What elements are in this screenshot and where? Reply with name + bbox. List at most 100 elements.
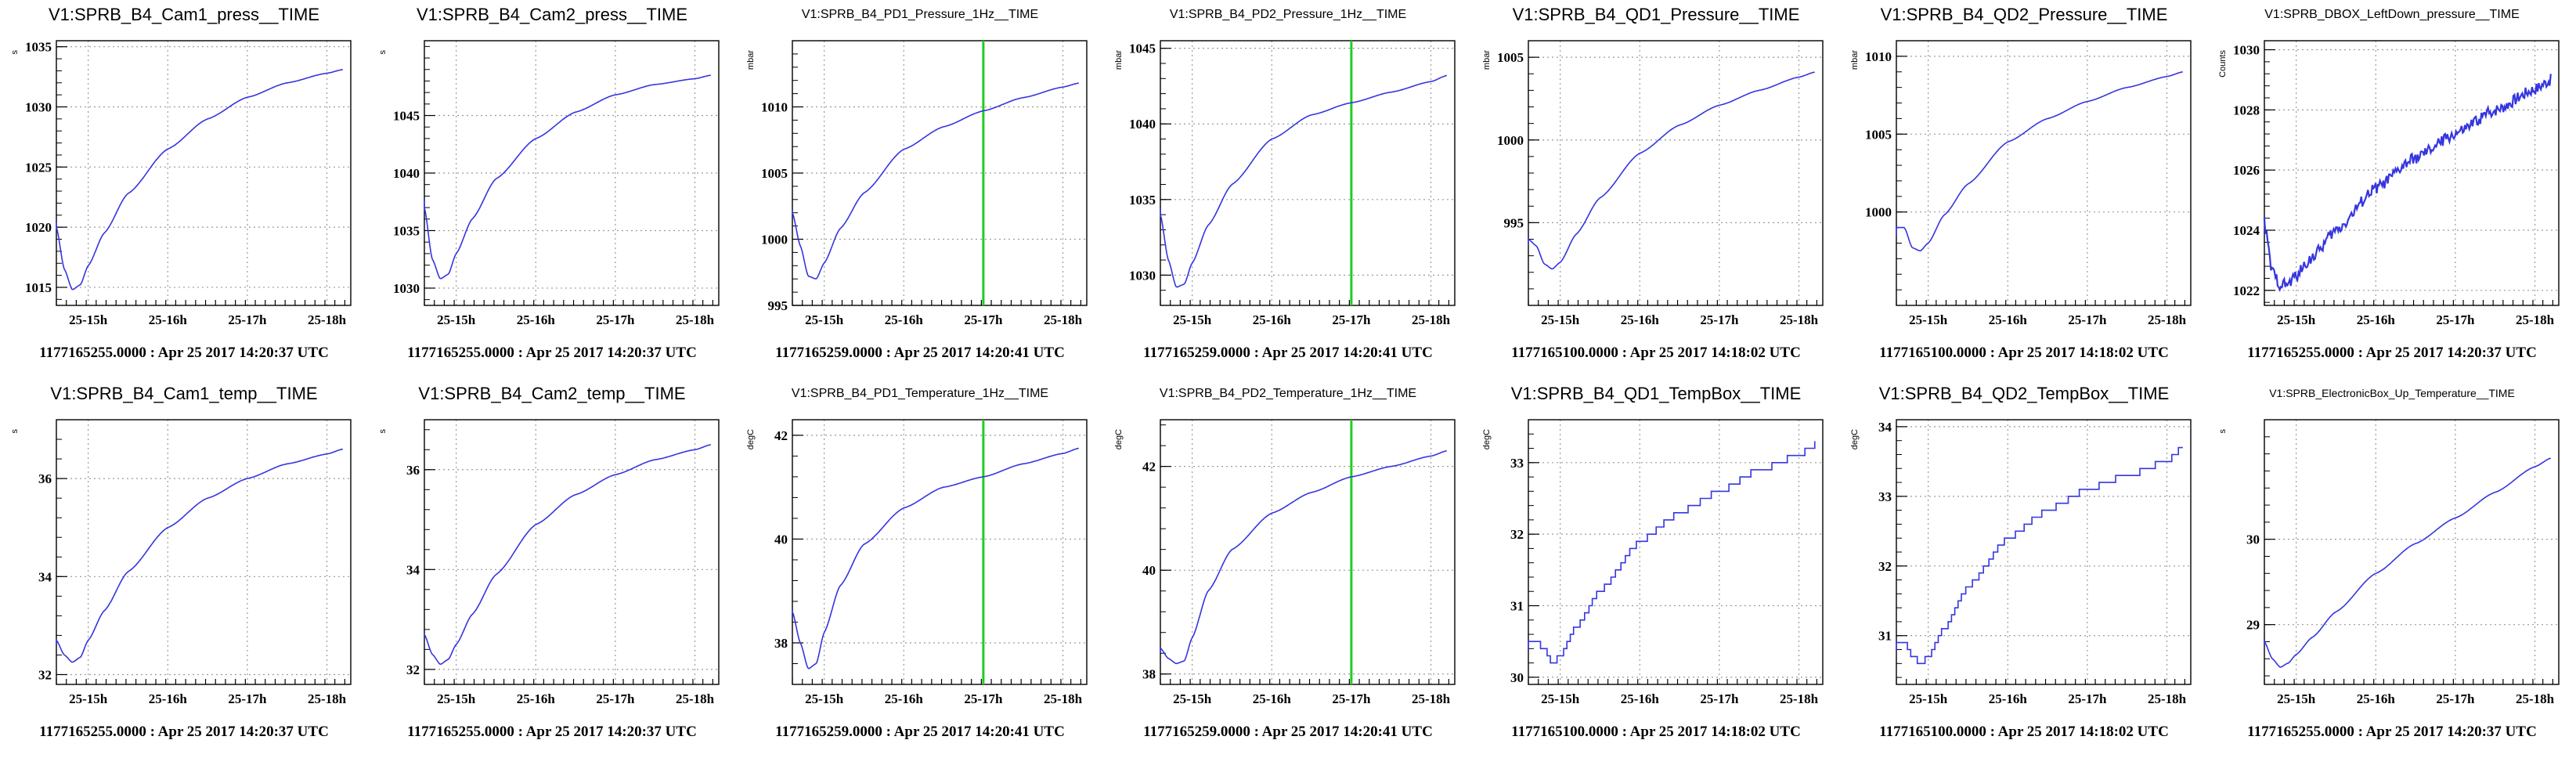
x-tick-label: 25-15h [1909,691,1948,706]
series-line [1160,450,1447,665]
y-tick-label: 1035 [1129,193,1156,208]
x-tick-label: 25-17h [1700,312,1739,327]
y-axis-label: s [10,50,20,55]
y-tick-label: 1025 [25,160,52,175]
y-tick-label: 1022 [2233,283,2260,298]
y-tick-label: 1000 [1865,205,1892,220]
x-tick-label: 25-16h [1989,312,2028,327]
chart-title: V1:SPRB_B4_QD2_Pressure__TIME [1880,5,2168,24]
x-tick-label: 25-18h [2516,312,2555,327]
x-tick-label: 25-15h [805,312,844,327]
chart-svg: 25-15h 25-16h 25-17h 25-18h 1022 1024 1026 1028… [2218,40,2560,327]
x-tick-label: 25-16h [149,312,188,327]
plot-frame [2264,419,2560,685]
x-tick-label: 25-16h [885,312,924,327]
x-tick-label: 25-17h [228,691,267,706]
x-tick-label: 25-16h [885,691,924,706]
chart-timestamp: 1177165259.0000 : Apr 25 2017 14:20:41 U… [775,724,1065,740]
chart-svg: 25-15h 25-16h 25-17h 25-18h 32 34 36 s [378,419,720,706]
series-line [424,74,711,280]
chart-panel: V1:SPRB_ElectronicBox_Up_Temperature__TI… [2208,379,2576,758]
y-axis-label: degC [1850,429,1860,449]
y-tick-label: 1030 [393,281,420,296]
chart-title: V1:SPRB_B4_Cam1_press__TIME [48,5,320,24]
series-line [1896,71,2183,251]
y-tick-label: 1040 [393,166,420,181]
y-tick-label: 42 [1142,460,1156,475]
chart-svg: 25-15h 25-16h 25-17h 25-18h 38 40 42 degC [746,419,1088,706]
plot-frame [792,419,1088,685]
y-tick-label: 29 [2246,618,2260,633]
chart-panel: V1:SPRB_B4_PD2_Pressure_1Hz__TIME 1177165… [1104,0,1472,379]
y-axis-label: mbar [1482,50,1492,70]
y-tick-label: 1030 [2233,43,2260,58]
chart-title: V1:SPRB_B4_PD1_Temperature_1Hz__TIME [791,387,1049,400]
x-tick-label: 25-17h [2436,691,2475,706]
chart-title: V1:SPRB_B4_Cam1_temp__TIME [50,384,318,403]
chart-panel: V1:SPRB_B4_PD1_Temperature_1Hz__TIME 1177… [736,379,1104,758]
x-tick-label: 25-16h [2357,691,2396,706]
plot-frame [1160,40,1456,306]
chart-title: V1:SPRB_B4_Cam2_press__TIME [416,5,688,24]
y-tick-label: 30 [2246,532,2260,547]
x-tick-label: 25-18h [2516,691,2555,706]
y-axis-label: mbar [1850,50,1860,70]
chart-panel: V1:SPRB_B4_QD1_TempBox__TIME 1177165100.0… [1472,379,1840,758]
x-tick-label: 25-17h [964,312,1003,327]
y-tick-label: 36 [38,471,52,486]
x-tick-label: 25-15h [437,691,476,706]
x-tick-label: 25-15h [1173,312,1212,327]
x-tick-label: 25-17h [2068,691,2107,706]
x-tick-label: 25-15h [1541,691,1580,706]
x-tick-label: 25-15h [2277,691,2316,706]
x-tick-label: 25-18h [1412,312,1451,327]
y-tick-label: 32 [38,667,52,682]
y-tick-label: 32 [1510,527,1524,542]
chart-timestamp: 1177165100.0000 : Apr 25 2017 14:18:02 U… [1879,724,2169,740]
x-tick-label: 25-18h [308,312,347,327]
y-tick-label: 1005 [761,166,788,181]
y-tick-label: 1035 [393,223,420,238]
x-tick-label: 25-16h [1253,312,1292,327]
series-line [1896,446,2183,665]
chart-title: V1:SPRB_B4_PD2_Pressure_1Hz__TIME [1169,8,1407,21]
x-tick-label: 25-15h [69,691,108,706]
x-tick-label: 25-18h [1780,312,1819,327]
chart-svg: 25-15h 25-16h 25-17h 25-18h 1000 1005 1010 mbar [1850,40,2192,327]
chart-title: V1:SPRB_DBOX_LeftDown_pressure__TIME [2264,8,2520,21]
x-tick-label: 25-18h [2148,312,2187,327]
chart-title: V1:SPRB_ElectronicBox_Up_Temperature__TI… [2269,387,2515,399]
y-axis-label: s [378,429,388,434]
chart-svg: 25-15h 25-16h 25-17h 25-18h 30 31 32 33 degC [1482,419,1824,706]
chart-panel: V1:SPRB_B4_Cam1_temp__TIME 1177165255.000… [0,379,368,758]
y-tick-label: 1024 [2233,223,2260,238]
y-tick-label: 40 [1142,563,1156,578]
y-tick-label: 1045 [393,109,420,124]
y-tick-label: 36 [406,463,420,478]
x-tick-label: 25-18h [1044,312,1083,327]
y-axis-label: mbar [746,50,756,70]
chart-svg: 25-15h 25-16h 25-17h 25-18h 1015 1020 1025 1030… [10,40,352,327]
chart-title: V1:SPRB_B4_PD2_Temperature_1Hz__TIME [1159,387,1417,400]
x-tick-label: 25-18h [1044,691,1083,706]
x-tick-label: 25-18h [2148,691,2187,706]
y-tick-label: 1010 [761,100,788,115]
y-tick-label: 1020 [25,220,52,235]
x-tick-label: 25-17h [596,691,635,706]
y-axis-label: s [378,50,388,55]
plot-frame [2264,40,2560,306]
x-tick-label: 25-17h [596,312,635,327]
y-axis-label: s [10,429,20,434]
chart-timestamp: 1177165100.0000 : Apr 25 2017 14:18:02 U… [1511,345,1801,361]
y-tick-label: 30 [1510,670,1524,685]
y-tick-label: 31 [1878,629,1892,644]
chart-title: V1:SPRB_B4_Cam2_temp__TIME [418,384,686,403]
series-line [1160,74,1447,288]
chart-timestamp: 1177165255.0000 : Apr 25 2017 14:20:37 U… [407,724,697,740]
x-tick-label: 25-16h [517,691,556,706]
y-tick-label: 34 [1878,420,1892,435]
x-tick-label: 25-16h [517,312,556,327]
x-tick-label: 25-17h [2068,312,2107,327]
chart-title: V1:SPRB_B4_QD2_TempBox__TIME [1878,384,2170,403]
